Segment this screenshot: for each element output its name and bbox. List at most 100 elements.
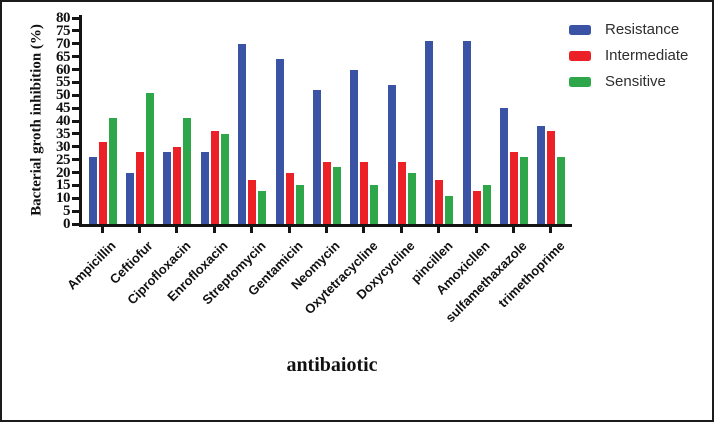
x-axis-tick — [175, 227, 179, 233]
bar-sensitive — [145, 92, 154, 224]
legend-swatch-resistance — [569, 25, 591, 35]
legend-label: Resistance — [605, 21, 680, 38]
legend: Resistance Intermediate Sensitive — [569, 21, 688, 99]
y-axis-tick-label: 35 — [56, 125, 71, 142]
y-axis-line — [79, 15, 82, 227]
bar-intermediate — [98, 141, 107, 224]
bar-resistance — [163, 151, 172, 224]
bar-resistance — [387, 84, 396, 224]
y-axis-tick-label: 20 — [56, 164, 71, 181]
y-axis-tick-label: 15 — [56, 177, 71, 194]
y-axis-tick-label: 55 — [56, 74, 71, 91]
y-axis-tick-label: 10 — [56, 190, 71, 207]
bar-resistance — [499, 108, 508, 224]
legend-row: Resistance — [569, 21, 688, 39]
y-axis-tick — [72, 106, 79, 110]
bar-intermediate — [360, 162, 369, 224]
bar-intermediate — [210, 131, 219, 224]
y-axis-tick-label: 45 — [56, 100, 71, 117]
bar-sensitive — [183, 118, 192, 224]
bar-intermediate — [173, 146, 182, 225]
bar-intermediate — [397, 162, 406, 224]
y-axis-tick — [72, 196, 79, 200]
y-axis-tick — [72, 68, 79, 71]
y-axis-tick — [72, 171, 79, 174]
y-axis-tick-label: 75 — [56, 22, 71, 39]
y-axis-tick — [72, 158, 79, 162]
x-axis-tick — [324, 227, 328, 233]
x-axis-tick — [511, 227, 515, 233]
x-category-label: Ampicillin — [64, 238, 119, 293]
y-axis-tick — [72, 42, 79, 46]
bar-sensitive — [258, 190, 267, 224]
bar-intermediate — [509, 151, 518, 224]
legend-row: Sensitive — [569, 73, 688, 91]
bar-resistance — [537, 126, 546, 224]
x-category-label: trimethoprime — [494, 238, 568, 311]
bar-sensitive — [108, 118, 117, 224]
y-axis-tick-label: 50 — [56, 87, 71, 104]
y-axis-tick — [72, 119, 79, 123]
bar-resistance — [425, 41, 434, 224]
x-axis-tick — [399, 227, 403, 233]
x-axis-tick — [287, 227, 291, 233]
bar-intermediate — [248, 180, 257, 224]
bar-sensitive — [370, 185, 379, 224]
y-axis-tick — [72, 29, 79, 33]
y-axis-tick — [72, 132, 79, 136]
legend-swatch-sensitive — [569, 77, 591, 87]
bar-resistance — [275, 59, 284, 224]
y-axis-tick-label: 40 — [56, 113, 71, 129]
y-axis-tick — [72, 145, 79, 149]
bar-resistance — [462, 41, 471, 224]
bar-resistance — [350, 69, 359, 224]
y-axis-tick — [72, 222, 79, 226]
bar-intermediate — [285, 172, 294, 224]
y-axis-tick — [72, 209, 79, 213]
bar-sensitive — [482, 185, 491, 224]
y-axis-tick-label: 5 — [63, 203, 71, 220]
y-axis-tick — [72, 55, 79, 59]
x-axis-tick — [250, 227, 254, 233]
bar-resistance — [238, 43, 247, 225]
bar-sensitive — [332, 167, 341, 224]
x-axis-tick — [474, 227, 478, 233]
legend-row: Intermediate — [569, 47, 688, 65]
y-axis-tick-label: 25 — [56, 151, 71, 168]
bar-intermediate — [472, 190, 481, 224]
y-axis-tick-label: 0 — [63, 216, 71, 232]
bar-sensitive — [519, 157, 528, 225]
x-axis-tick — [100, 227, 104, 233]
y-axis-tick — [72, 16, 79, 20]
bar-sensitive — [407, 172, 416, 224]
bar-intermediate — [435, 180, 444, 224]
legend-label: Sensitive — [605, 73, 666, 90]
x-axis-title: antibaiotic — [286, 354, 378, 376]
y-axis-tick-label: 60 — [56, 61, 71, 78]
y-axis-tick-label: 65 — [56, 48, 71, 65]
bar-resistance — [125, 172, 134, 224]
x-axis-tick — [212, 227, 216, 233]
bar-sensitive — [557, 157, 566, 225]
bar-intermediate — [547, 131, 556, 224]
bar-sensitive — [220, 133, 229, 224]
bar-intermediate — [135, 151, 144, 224]
x-axis-tick — [437, 227, 441, 233]
y-axis-tick-label: 80 — [56, 10, 71, 26]
x-axis-line — [79, 224, 572, 227]
x-axis-tick — [362, 227, 366, 233]
y-axis-tick-label: 30 — [56, 138, 71, 155]
bar-resistance — [312, 90, 321, 224]
x-axis-tick — [137, 227, 141, 233]
y-axis-tick — [72, 80, 79, 84]
legend-swatch-intermediate — [569, 51, 591, 61]
bar-intermediate — [322, 162, 331, 224]
y-axis-tick — [72, 93, 79, 97]
y-axis-tick-label: 70 — [56, 35, 71, 52]
bar-sensitive — [445, 195, 454, 224]
x-axis-tick — [549, 227, 553, 233]
y-axis-tick — [72, 183, 79, 187]
bar-resistance — [200, 151, 209, 224]
bar-sensitive — [295, 185, 304, 224]
